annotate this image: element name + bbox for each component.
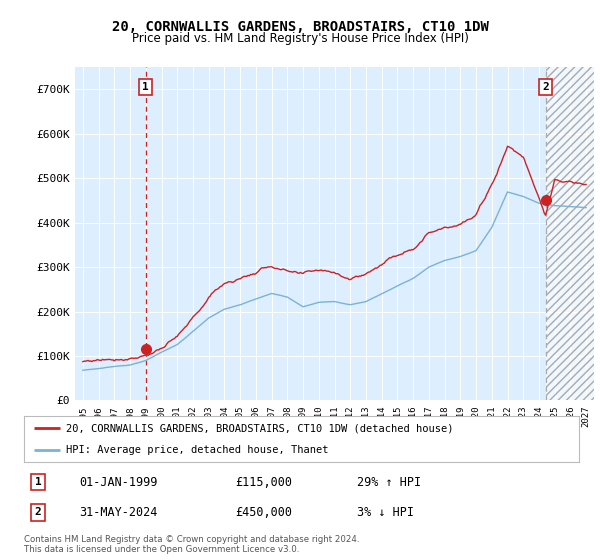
Text: 01-JAN-1999: 01-JAN-1999 [79,475,158,488]
Text: 31-MAY-2024: 31-MAY-2024 [79,506,158,519]
Text: £450,000: £450,000 [235,506,292,519]
Text: HPI: Average price, detached house, Thanet: HPI: Average price, detached house, Than… [65,445,328,455]
Bar [545,67,594,400]
Text: 1: 1 [35,477,41,487]
Text: 20, CORNWALLIS GARDENS, BROADSTAIRS, CT10 1DW: 20, CORNWALLIS GARDENS, BROADSTAIRS, CT1… [112,20,488,34]
Text: 2: 2 [542,82,549,92]
Text: 1: 1 [142,82,149,92]
Bar [545,67,594,400]
Text: Contains HM Land Registry data © Crown copyright and database right 2024.
This d: Contains HM Land Registry data © Crown c… [24,535,359,554]
Text: 20, CORNWALLIS GARDENS, BROADSTAIRS, CT10 1DW (detached house): 20, CORNWALLIS GARDENS, BROADSTAIRS, CT1… [65,423,453,433]
Text: £115,000: £115,000 [235,475,292,488]
Text: 3% ↓ HPI: 3% ↓ HPI [357,506,414,519]
Text: 2: 2 [35,507,41,517]
Text: Price paid vs. HM Land Registry's House Price Index (HPI): Price paid vs. HM Land Registry's House … [131,32,469,45]
Text: 29% ↑ HPI: 29% ↑ HPI [357,475,421,488]
